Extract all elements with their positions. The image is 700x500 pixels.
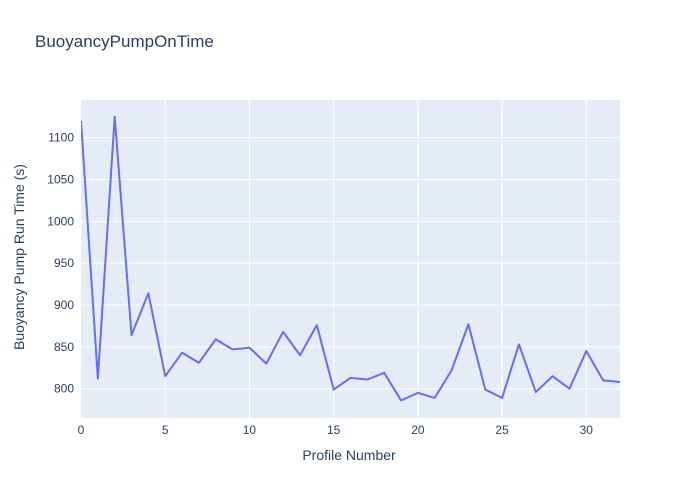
y-tick-label: 1050 <box>47 173 74 187</box>
chart-title: BuoyancyPumpOnTime <box>35 32 214 51</box>
x-tick-label: 10 <box>243 423 257 437</box>
y-tick-label: 950 <box>54 256 74 270</box>
y-tick-labels: 800 850 900 950 1000 1050 1100 <box>47 131 74 396</box>
x-tick-labels: 0 5 10 15 20 25 30 <box>78 423 594 437</box>
x-tick-label: 30 <box>580 423 594 437</box>
plot-area[interactable] <box>81 100 620 418</box>
x-axis-title: Profile Number <box>302 447 396 463</box>
y-gridlines <box>81 137 620 390</box>
x-tick-label: 20 <box>411 423 425 437</box>
y-tick-label: 800 <box>54 382 74 396</box>
x-gridlines <box>164 100 587 418</box>
y-tick-label: 850 <box>54 340 74 354</box>
x-tick-label: 5 <box>162 423 169 437</box>
y-tick-label: 900 <box>54 298 74 312</box>
y-tick-label: 1100 <box>48 131 74 145</box>
line-series[interactable] <box>81 115 620 402</box>
y-axis-title: Buoyancy Pump Run Time (s) <box>11 164 27 350</box>
y-tick-label: 1000 <box>47 214 74 228</box>
x-tick-label: 15 <box>327 423 341 437</box>
x-tick-label: 25 <box>495 423 509 437</box>
x-tick-label: 0 <box>78 423 85 437</box>
